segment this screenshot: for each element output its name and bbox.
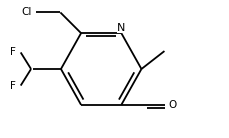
Text: F: F bbox=[10, 47, 16, 57]
Text: N: N bbox=[117, 23, 125, 33]
Text: Cl: Cl bbox=[21, 7, 32, 17]
Text: F: F bbox=[10, 81, 16, 91]
Text: O: O bbox=[168, 100, 176, 110]
